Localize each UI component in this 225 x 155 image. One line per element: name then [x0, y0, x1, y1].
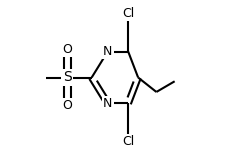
- Text: N: N: [103, 45, 112, 58]
- Text: O: O: [62, 99, 72, 112]
- Text: S: S: [63, 71, 71, 84]
- Text: Cl: Cl: [122, 135, 134, 148]
- Text: O: O: [62, 43, 72, 56]
- Text: N: N: [103, 97, 112, 110]
- Text: Cl: Cl: [122, 7, 134, 20]
